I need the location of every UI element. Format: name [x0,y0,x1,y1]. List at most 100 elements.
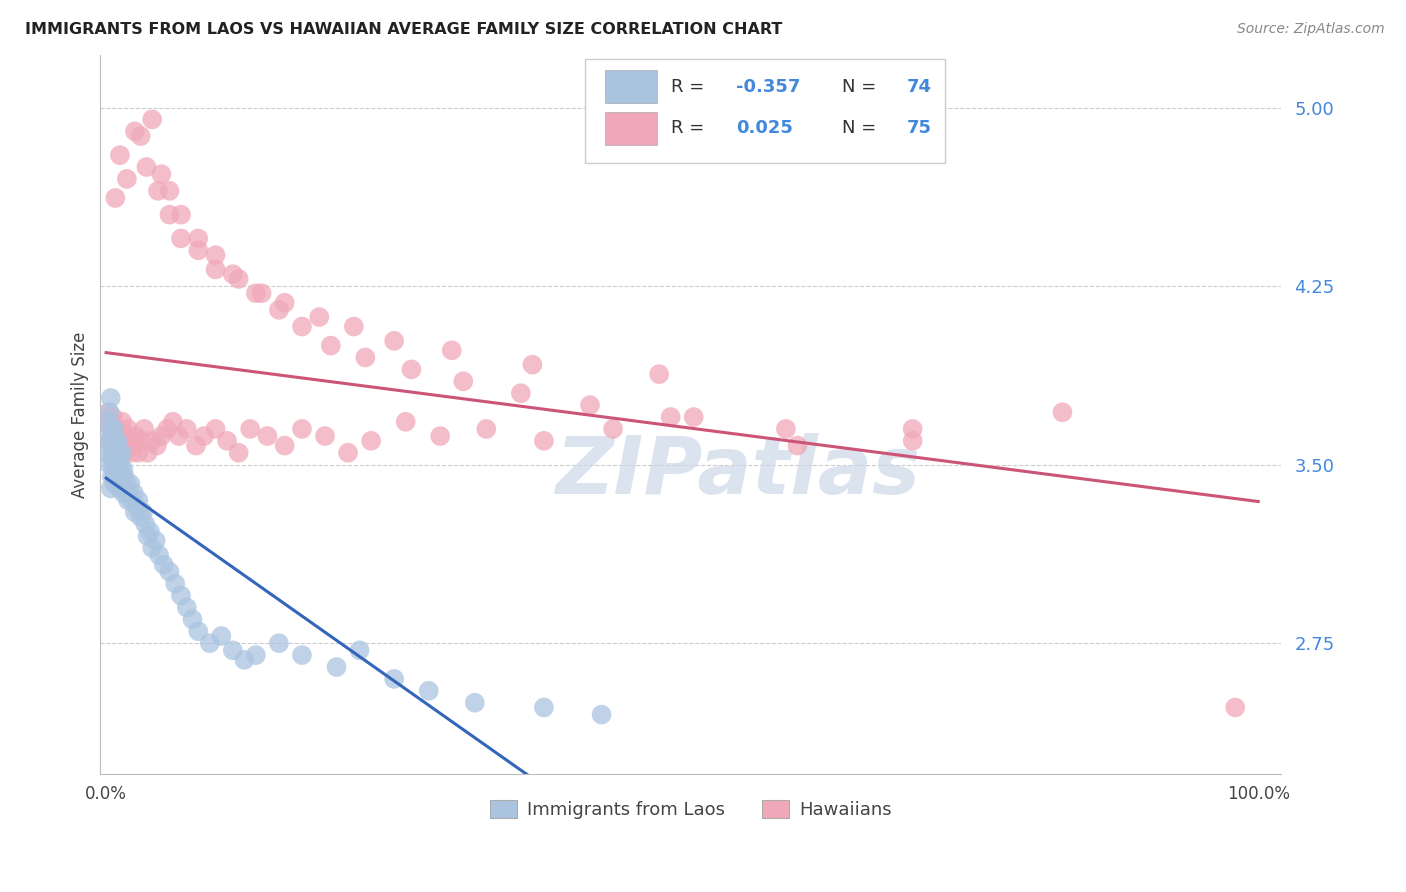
Point [181,612,204,626]
Point [256,429,278,443]
Y-axis label: Average Family Size: Average Family Size [72,332,89,498]
Point [98,458,121,472]
Point [117,493,139,508]
Point [162,415,184,429]
Point [228,446,250,460]
Point [395,415,418,429]
Point [354,351,377,365]
Point [198,636,221,650]
Point [111,446,134,460]
Point [509,386,531,401]
Point [775,422,797,436]
Legend: Immigrants from Laos, Hawaiians: Immigrants from Laos, Hawaiians [482,792,900,826]
Point [115,476,138,491]
Point [475,422,498,436]
Point [239,422,262,436]
Point [141,541,163,555]
Point [187,244,209,258]
Point [146,184,169,198]
Text: 74: 74 [907,78,932,95]
Point [125,429,148,443]
Point [152,558,174,572]
Point [100,482,122,496]
Point [108,148,131,162]
Point [1225,700,1247,714]
Point [440,343,463,358]
Point [170,208,193,222]
Point [228,272,250,286]
Point [120,493,142,508]
Point [1052,405,1074,419]
Point [107,434,129,448]
Point [103,422,125,436]
Point [159,184,181,198]
Point [107,446,129,460]
Point [343,319,366,334]
Point [150,429,173,443]
Point [118,434,141,448]
Point [114,469,136,483]
Text: IMMIGRANTS FROM LAOS VS HAWAIIAN AVERAGE FAMILY SIZE CORRELATION CHART: IMMIGRANTS FROM LAOS VS HAWAIIAN AVERAGE… [25,22,783,37]
Point [132,505,155,519]
Point [267,636,290,650]
Point [103,446,125,460]
Point [100,422,122,436]
Point [117,422,139,436]
Point [105,462,128,476]
Point [659,410,682,425]
Point [245,648,267,662]
Point [349,643,371,657]
Point [118,486,141,500]
Point [382,672,405,686]
Point [110,462,132,476]
Point [129,434,152,448]
Point [273,295,295,310]
FancyBboxPatch shape [585,59,945,163]
Text: R =: R = [671,120,710,137]
Point [291,422,314,436]
Point [114,446,136,460]
Point [101,462,124,476]
Point [103,429,125,443]
Point [233,653,256,667]
Point [418,683,440,698]
Point [122,439,145,453]
Point [124,124,146,138]
Point [170,589,193,603]
FancyBboxPatch shape [605,70,657,103]
Point [382,334,405,348]
Point [101,439,124,453]
Point [401,362,423,376]
Point [129,510,152,524]
Point [786,439,808,453]
Point [108,453,131,467]
Point [209,629,232,643]
Point [114,482,136,496]
Point [98,434,121,448]
Point [167,429,190,443]
Point [222,643,245,657]
Point [97,405,120,419]
Point [204,422,226,436]
Point [217,434,239,448]
Point [682,410,704,425]
Point [105,422,128,436]
Point [127,446,149,460]
Point [150,167,173,181]
Point [533,700,555,714]
Point [101,446,124,460]
Point [193,429,215,443]
Point [104,439,127,453]
Point [602,422,624,436]
Point [108,482,131,496]
Point [314,429,336,443]
Point [901,422,924,436]
Point [136,446,159,460]
Point [115,439,138,453]
Point [112,486,135,500]
Point [129,129,152,144]
Point [159,208,181,222]
Text: 0.025: 0.025 [735,120,793,137]
Point [176,600,198,615]
Point [148,548,170,562]
